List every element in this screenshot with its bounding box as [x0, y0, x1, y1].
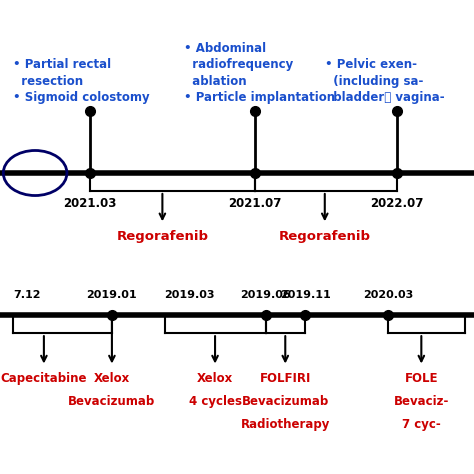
Text: FOLFIRI: FOLFIRI — [260, 372, 311, 385]
Text: 4 cycles: 4 cycles — [189, 395, 242, 408]
Text: 2021.07: 2021.07 — [228, 197, 281, 210]
Text: 7.12: 7.12 — [13, 290, 41, 300]
Text: Regorafenib: Regorafenib — [117, 230, 209, 243]
Text: Bevacizumab: Bevacizumab — [242, 395, 329, 408]
Text: 2021.03: 2021.03 — [64, 197, 117, 210]
Text: 2022.07: 2022.07 — [371, 197, 424, 210]
Text: 2019.03: 2019.03 — [164, 290, 215, 300]
Text: Capecitabine: Capecitabine — [0, 372, 87, 385]
Text: Radiotherapy: Radiotherapy — [241, 418, 330, 430]
Text: Xelox: Xelox — [197, 372, 233, 385]
Text: 2020.03: 2020.03 — [363, 290, 413, 300]
Text: • Partial rectal
  resection
• Sigmoid colostomy: • Partial rectal resection • Sigmoid col… — [13, 58, 150, 104]
Text: Bevacizumab: Bevacizumab — [68, 395, 155, 408]
Text: 2019.01: 2019.01 — [87, 290, 137, 300]
Text: Bevaciz-: Bevaciz- — [393, 395, 449, 408]
Text: • Pelvic exen-
  (including sa-
  bladder、 vagina-: • Pelvic exen- (including sa- bladder、 v… — [325, 58, 445, 104]
Text: 2019.06: 2019.06 — [240, 290, 291, 300]
Text: FOLE: FOLE — [405, 372, 438, 385]
Text: 2019.11: 2019.11 — [280, 290, 330, 300]
Text: 7 cyc-: 7 cyc- — [402, 418, 441, 430]
Text: • Abdominal
  radiofrequency
  ablation
• Particle implantation: • Abdominal radiofrequency ablation • Pa… — [184, 42, 336, 104]
Text: Xelox: Xelox — [94, 372, 130, 385]
Text: Regorafenib: Regorafenib — [279, 230, 371, 243]
